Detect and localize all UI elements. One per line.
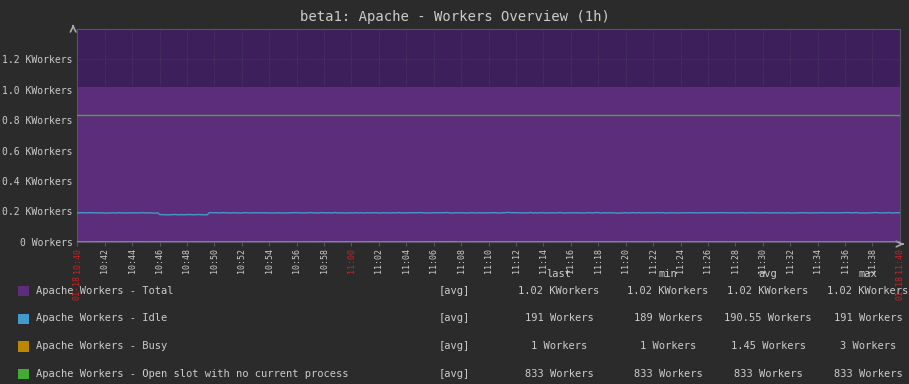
- Text: 11:30: 11:30: [758, 248, 767, 273]
- Text: 1.02 KWorkers: 1.02 KWorkers: [627, 286, 709, 296]
- Text: 191 Workers: 191 Workers: [524, 313, 594, 323]
- Text: Apache Workers - Open slot with no current process: Apache Workers - Open slot with no curre…: [36, 369, 349, 379]
- Text: 11:24: 11:24: [676, 248, 685, 273]
- Text: 11:04: 11:04: [402, 248, 411, 273]
- Text: 11:34: 11:34: [814, 248, 822, 273]
- Text: [avg]: [avg]: [439, 286, 470, 296]
- Text: 10:46: 10:46: [155, 248, 164, 273]
- Text: [avg]: [avg]: [439, 369, 470, 379]
- Text: 833 Workers: 833 Workers: [634, 369, 703, 379]
- Text: 11:38: 11:38: [868, 248, 877, 273]
- Text: [avg]: [avg]: [439, 313, 470, 323]
- Text: 11:12: 11:12: [512, 248, 521, 273]
- Text: last: last: [546, 269, 572, 279]
- Text: 10:56: 10:56: [292, 248, 301, 273]
- Text: beta1: Apache - Workers Overview (1h): beta1: Apache - Workers Overview (1h): [300, 10, 609, 23]
- Text: 833 Workers: 833 Workers: [834, 369, 903, 379]
- Text: 191 Workers: 191 Workers: [834, 313, 903, 323]
- Text: 10:40: 10:40: [73, 248, 82, 273]
- Text: 1 Workers: 1 Workers: [531, 341, 587, 351]
- Text: 11:32: 11:32: [785, 248, 794, 273]
- Text: 11:26: 11:26: [704, 248, 713, 273]
- Text: 1 Workers: 1 Workers: [640, 341, 696, 351]
- Text: [avg]: [avg]: [439, 341, 470, 351]
- Text: 01-18: 01-18: [895, 275, 904, 300]
- Text: avg: avg: [759, 269, 777, 279]
- Text: 11:00: 11:00: [347, 248, 356, 273]
- Text: Apache Workers - Idle: Apache Workers - Idle: [36, 313, 167, 323]
- Text: 10:48: 10:48: [183, 248, 192, 273]
- Text: 11:06: 11:06: [429, 248, 438, 273]
- Text: Apache Workers - Busy: Apache Workers - Busy: [36, 341, 167, 351]
- Text: 11:40: 11:40: [895, 248, 904, 273]
- Text: 11:02: 11:02: [375, 248, 384, 273]
- Text: 1.02 KWorkers: 1.02 KWorkers: [827, 286, 909, 296]
- Text: 11:16: 11:16: [566, 248, 575, 273]
- Text: 1.02 KWorkers: 1.02 KWorkers: [518, 286, 600, 296]
- Text: 11:10: 11:10: [484, 248, 493, 273]
- Text: 11:08: 11:08: [456, 248, 465, 273]
- Text: 11:36: 11:36: [841, 248, 850, 273]
- Text: 190.55 Workers: 190.55 Workers: [724, 313, 812, 323]
- Text: 10:52: 10:52: [237, 248, 246, 273]
- Text: max: max: [859, 269, 877, 279]
- Text: 11:14: 11:14: [539, 248, 548, 273]
- Text: 10:42: 10:42: [100, 248, 109, 273]
- Text: min: min: [659, 269, 677, 279]
- Text: 1.02 KWorkers: 1.02 KWorkers: [727, 286, 809, 296]
- Text: 10:54: 10:54: [265, 248, 274, 273]
- Text: 11:18: 11:18: [594, 248, 603, 273]
- Text: Apache Workers - Total: Apache Workers - Total: [36, 286, 174, 296]
- Text: 1.45 Workers: 1.45 Workers: [731, 341, 805, 351]
- Text: 3 Workers: 3 Workers: [840, 341, 896, 351]
- Text: 11:28: 11:28: [731, 248, 740, 273]
- Text: 10:44: 10:44: [127, 248, 136, 273]
- Text: 833 Workers: 833 Workers: [734, 369, 803, 379]
- Text: 10:50: 10:50: [210, 248, 219, 273]
- Text: 189 Workers: 189 Workers: [634, 313, 703, 323]
- Text: 10:58: 10:58: [320, 248, 328, 273]
- Text: 11:22: 11:22: [649, 248, 657, 273]
- Text: 01-18: 01-18: [73, 275, 82, 300]
- Text: 11:20: 11:20: [621, 248, 630, 273]
- Text: 833 Workers: 833 Workers: [524, 369, 594, 379]
